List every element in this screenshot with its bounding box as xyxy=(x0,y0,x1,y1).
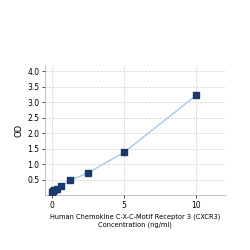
Point xyxy=(122,150,126,154)
Y-axis label: OD: OD xyxy=(14,124,23,136)
Point xyxy=(86,171,90,175)
X-axis label: Human Chemokine C-X-C-Motif Receptor 3 (CXCR3)
Concentration (ng/ml): Human Chemokine C-X-C-Motif Receptor 3 (… xyxy=(50,214,220,228)
Point xyxy=(59,184,63,188)
Point xyxy=(50,190,54,194)
Point xyxy=(55,186,59,190)
Point xyxy=(68,178,72,182)
Point xyxy=(51,189,55,193)
Point xyxy=(194,93,198,97)
Point xyxy=(52,188,56,192)
